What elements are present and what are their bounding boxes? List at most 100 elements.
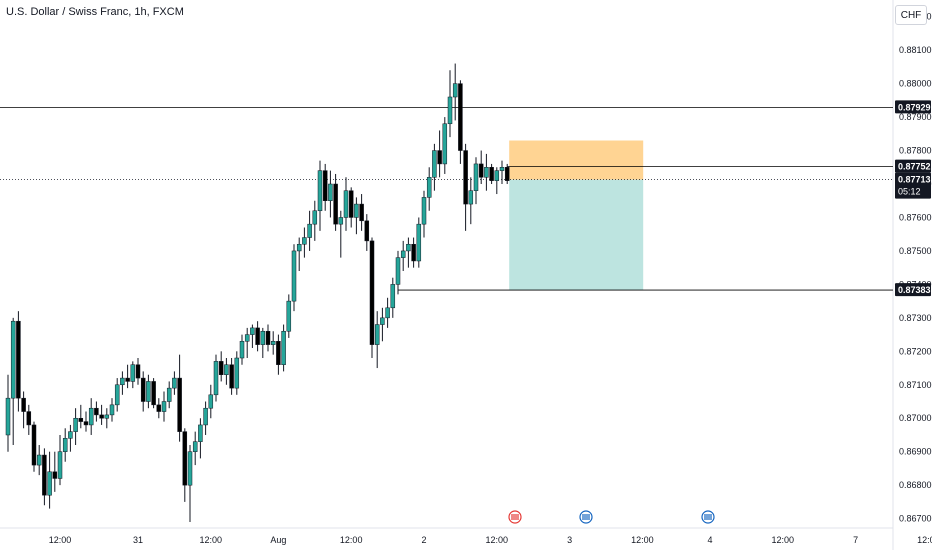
price-label: 0.87713 bbox=[898, 175, 931, 185]
flag-event-icon-inner bbox=[582, 514, 590, 520]
candle-body bbox=[426, 177, 432, 198]
candle-body bbox=[94, 407, 99, 416]
news-event-icon-inner bbox=[511, 514, 519, 520]
candle-body bbox=[109, 404, 115, 416]
stop-loss-zone bbox=[509, 140, 644, 180]
candle-body bbox=[411, 243, 416, 262]
candle-body bbox=[47, 471, 52, 496]
candle-body bbox=[494, 170, 500, 181]
candle-body bbox=[478, 163, 484, 178]
candle-body bbox=[296, 243, 302, 252]
y-tick-label: 0.87800 bbox=[899, 146, 932, 156]
flag-event-icon-inner bbox=[704, 514, 712, 520]
price-label-bg bbox=[895, 172, 931, 199]
candle-body bbox=[354, 203, 359, 218]
candle-body bbox=[151, 381, 156, 406]
candle-body bbox=[42, 454, 47, 496]
candle-body bbox=[484, 167, 489, 178]
candle-body bbox=[468, 190, 474, 205]
currency-button[interactable]: CHF bbox=[895, 5, 927, 25]
candle-body bbox=[265, 330, 271, 345]
candle-body bbox=[390, 284, 396, 309]
candle-body bbox=[62, 438, 68, 452]
candle-body bbox=[177, 377, 182, 432]
candle-body bbox=[452, 83, 458, 98]
candle-body bbox=[16, 320, 21, 399]
candle-body bbox=[463, 150, 468, 205]
candle-body bbox=[270, 341, 276, 345]
y-tick-label: 0.88000 bbox=[899, 79, 932, 89]
candle-body bbox=[192, 441, 198, 452]
candle-body bbox=[255, 327, 260, 345]
candle-body bbox=[78, 417, 84, 422]
candle-body bbox=[208, 394, 214, 409]
candle-body bbox=[260, 330, 266, 345]
price-label-bg bbox=[895, 283, 931, 297]
candle-body bbox=[322, 170, 328, 201]
y-tick-label: 0.86900 bbox=[899, 447, 932, 457]
candle-body bbox=[421, 197, 427, 225]
candle-body bbox=[286, 300, 292, 332]
x-tick-label: 12:00 bbox=[917, 535, 932, 545]
candle-body bbox=[229, 364, 234, 389]
candle-body bbox=[307, 223, 312, 238]
candle-body bbox=[161, 401, 167, 412]
candle-body bbox=[385, 307, 390, 319]
candle-body bbox=[57, 451, 63, 479]
candle-body bbox=[473, 163, 479, 191]
y-tick-label: 0.87100 bbox=[899, 380, 932, 390]
candle-body bbox=[489, 167, 494, 181]
candle-body bbox=[88, 407, 94, 426]
candle-body bbox=[5, 397, 11, 436]
symbol-title: U.S. Dollar / Swiss Franc, 1h, FXCM bbox=[6, 6, 184, 18]
candle-body bbox=[291, 250, 297, 302]
candle-body bbox=[239, 341, 245, 359]
candle-body bbox=[135, 364, 141, 379]
candle-body bbox=[400, 250, 406, 258]
candle-body bbox=[140, 377, 146, 402]
candle-body bbox=[104, 414, 110, 419]
candle-body bbox=[328, 183, 333, 201]
x-tick-label: 12:00 bbox=[631, 535, 654, 545]
candle-body bbox=[312, 210, 318, 225]
candle-body bbox=[317, 170, 323, 212]
candle-body bbox=[198, 424, 203, 442]
candle-body bbox=[187, 451, 193, 486]
y-tick-label: 0.87300 bbox=[899, 313, 932, 323]
candle-body bbox=[447, 96, 453, 125]
x-tick-label: 12:00 bbox=[200, 535, 223, 545]
candle-body bbox=[36, 454, 42, 466]
price-label-bg bbox=[895, 100, 931, 114]
candle-body bbox=[359, 203, 364, 222]
candle-body bbox=[31, 424, 37, 466]
candle-body bbox=[166, 387, 172, 402]
candle-body bbox=[442, 123, 448, 165]
x-tick-label: Aug bbox=[270, 535, 286, 545]
candle-body bbox=[26, 411, 32, 426]
price-label: 0.87929 bbox=[898, 102, 931, 112]
candle-body bbox=[302, 237, 307, 245]
candle-body bbox=[504, 167, 510, 181]
candle-body bbox=[499, 167, 505, 171]
x-tick-label: 2 bbox=[421, 535, 426, 545]
candle-body bbox=[172, 377, 177, 389]
y-tick-label: 0.87900 bbox=[899, 112, 932, 122]
x-tick-label: 12:00 bbox=[340, 535, 363, 545]
candle-body bbox=[52, 471, 58, 479]
candle-body bbox=[21, 397, 26, 412]
y-tick-label: 0.87200 bbox=[899, 346, 932, 356]
candle-body bbox=[83, 421, 89, 426]
x-tick-label: 7 bbox=[853, 535, 858, 545]
candle-body bbox=[338, 217, 344, 225]
x-tick-label: 31 bbox=[133, 535, 143, 545]
y-tick-label: 0.86800 bbox=[899, 480, 932, 490]
candle-body bbox=[234, 357, 240, 389]
candle-body bbox=[130, 364, 136, 382]
candle-body bbox=[432, 150, 437, 178]
candle-body bbox=[406, 243, 411, 252]
candle-body bbox=[416, 223, 422, 262]
x-tick-label: 3 bbox=[567, 535, 572, 545]
candle-body bbox=[224, 364, 229, 375]
